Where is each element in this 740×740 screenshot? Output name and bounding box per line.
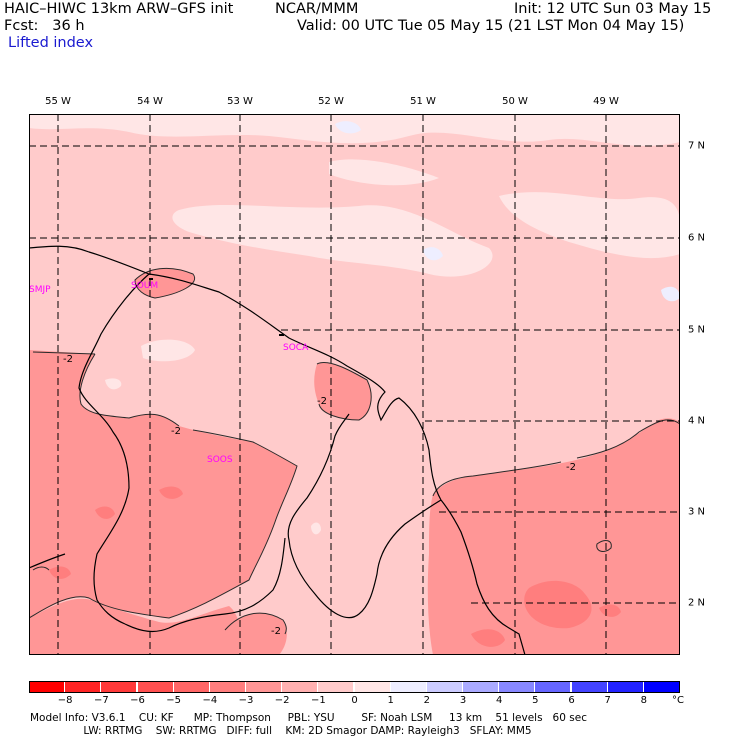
- lifted-index-map: SMJP SOUM SOCA SOOS -2 -2 -2 -2 -2: [29, 114, 680, 655]
- contour-label: -2: [63, 354, 73, 365]
- station-markers: [149, 278, 284, 336]
- lon-label: 54 W: [137, 96, 163, 107]
- lon-label: 49 W: [593, 96, 619, 107]
- colorbar-tick-label: 2: [423, 695, 431, 706]
- colorbar-tick-label: 3: [459, 695, 467, 706]
- lat-label: 7 N: [688, 140, 706, 152]
- light-blob-coast: [141, 339, 195, 362]
- lon-label: 52 W: [318, 96, 344, 107]
- lat-label: 4 N: [688, 415, 706, 427]
- colorbar-tick-label: 4: [495, 695, 503, 706]
- positive-patch: [335, 121, 361, 134]
- darkest-patch: [471, 629, 505, 647]
- darker-region-southwest: [29, 598, 243, 655]
- valid-time: Valid: 00 UTC Tue 05 May 15 (21 LST Mon …: [297, 18, 685, 34]
- station-label: SOCA: [283, 343, 309, 353]
- colorbar-segment: [535, 681, 572, 693]
- colorbar-tick-label: −2: [274, 695, 290, 706]
- lat-label: 3 N: [688, 506, 706, 518]
- colorbar-segment: [463, 681, 500, 693]
- colorbar-tick-label: −3: [238, 695, 254, 706]
- colorbar-segment: [246, 681, 283, 693]
- contour-label: -2: [317, 396, 327, 407]
- light-blob-interior: [105, 378, 122, 390]
- station-marker: [279, 334, 284, 336]
- lon-label: 55 W: [45, 96, 71, 107]
- colorbar-tick-label: −5: [166, 695, 182, 706]
- colorbar-tick-label: 5: [532, 695, 539, 706]
- light-band-mid: [172, 204, 493, 277]
- contour-label: -2: [271, 626, 281, 637]
- colorbar-segment: [499, 681, 536, 693]
- colorbar-tick-label: 6: [568, 695, 575, 706]
- colorbar-tick-label: 8: [640, 695, 648, 706]
- colorbar-segment: [282, 681, 319, 693]
- lon-label: 53 W: [227, 96, 253, 107]
- colorbar-tick-label: −8: [57, 695, 73, 706]
- lat-lon-grid: [29, 114, 680, 655]
- lat-label: 6 N: [688, 232, 706, 244]
- positive-patch: [661, 286, 680, 302]
- colorbar-frame: [29, 681, 680, 693]
- lon-label: 51 W: [410, 96, 436, 107]
- colorbar-segment: [101, 681, 138, 693]
- colorbar-segment: [173, 681, 210, 693]
- station-label: SOUM: [131, 281, 158, 291]
- coastline: [29, 245, 526, 655]
- light-band-center: [329, 159, 439, 186]
- init-time: Init: 12 UTC Sun 03 May 15: [514, 1, 712, 17]
- light-band-east: [499, 192, 680, 259]
- model-title: HAIC–HIWC 13km ARW–GFS init: [4, 1, 234, 17]
- colorbar-tick-label: −4: [202, 695, 218, 706]
- station-marker: [149, 278, 153, 280]
- darkest-patch: [95, 506, 115, 519]
- colorbar-tick-label: −1: [310, 695, 326, 706]
- colorbar-segment: [390, 681, 427, 693]
- darker-region-southeast: [427, 418, 680, 655]
- colorbar-segment: [29, 681, 66, 693]
- colorbar-tick-label: −6: [130, 695, 145, 706]
- map-frame: [29, 114, 680, 655]
- lat-label: 2 N: [688, 597, 706, 609]
- station-label: SMJP: [29, 285, 51, 295]
- org-label: NCAR/MMM: [275, 1, 359, 17]
- darkest-patch: [159, 486, 183, 499]
- contour-lines: [29, 267, 680, 635]
- colorbar-segment: [426, 681, 463, 693]
- field-name: Lifted index: [8, 35, 94, 51]
- light-blob-south: [311, 522, 321, 535]
- darker-region-coast: [314, 362, 372, 420]
- colorbar-unit: °C: [672, 695, 684, 706]
- colorbar-segment: [137, 681, 174, 693]
- colorbar-segment: [65, 681, 102, 693]
- colorbar-segment: [354, 681, 391, 693]
- darkest-patch: [524, 580, 592, 629]
- colorbar-tick-label: −7: [93, 695, 109, 706]
- model-info-line1: Model Info: V3.6.1 CU: KF MP: Thompson P…: [30, 712, 587, 724]
- lat-label: 5 N: [688, 324, 706, 336]
- darkest-patch: [599, 604, 621, 617]
- positive-patch: [423, 247, 443, 261]
- colorbar-tick-label: 7: [604, 695, 611, 706]
- colorbar-segment: [209, 681, 246, 693]
- contour-label: -2: [566, 462, 576, 473]
- model-info-line2: LW: RRTMG SW: RRTMG DIFF: full KM: 2D Sm…: [30, 725, 532, 737]
- colorbar-segment: [607, 681, 644, 693]
- lon-label: 50 W: [502, 96, 528, 107]
- station-label: SOOS: [207, 455, 233, 465]
- colorbar-segment: [571, 681, 608, 693]
- colorbar-segment: [318, 681, 355, 693]
- darker-region-west: [29, 350, 297, 618]
- darkest-patch: [49, 566, 71, 579]
- forecast-hour: Fcst: 36 h: [4, 18, 85, 34]
- colorbar-tick-label: 1: [387, 695, 394, 706]
- colorbar-tick-label: 0: [351, 695, 358, 706]
- contour-label: -2: [171, 426, 181, 437]
